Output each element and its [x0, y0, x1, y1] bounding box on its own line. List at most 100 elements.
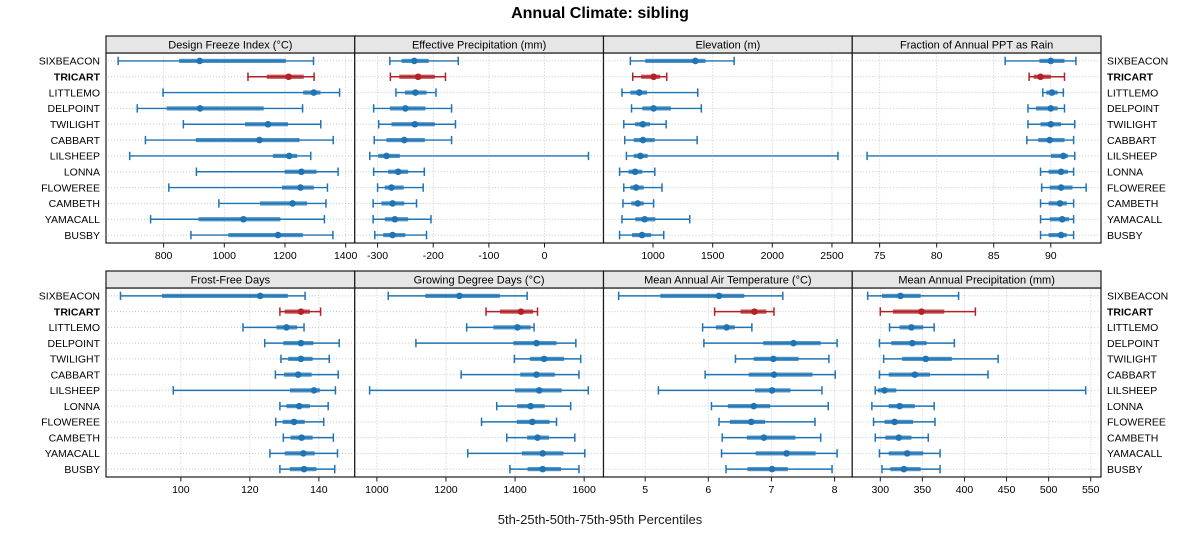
iqr-bar [1048, 232, 1067, 238]
iqr-bar [729, 419, 766, 424]
percentile-marks [368, 386, 590, 395]
median-dot [298, 168, 305, 176]
iqr-bar [195, 137, 300, 143]
percentile-marks [280, 354, 330, 364]
median-dot [383, 152, 390, 160]
percentile-marks [623, 183, 663, 192]
percentile-marks [618, 230, 665, 240]
panel-background [851, 52, 1102, 244]
panel-background [602, 287, 853, 478]
median-dot [517, 308, 525, 315]
percentile-marks [623, 120, 667, 129]
panel-4: 75 80 85 90 Fraction of Annual PPT as Rain [851, 35, 1102, 262]
median-dot [770, 371, 778, 378]
median-dot [918, 308, 925, 315]
panel-5: 100 120 140 Frost-Free Days [105, 270, 356, 496]
station-label-right: CAMBETH [1107, 432, 1158, 444]
percentile-marks [1039, 199, 1075, 208]
percentile-marks [395, 88, 437, 97]
panel-6: 1000 1200 1400 1600 Growing Degree Days (°C) [354, 270, 605, 496]
station-label-left: LILSHEEP [50, 151, 100, 163]
station-label-right: FLOWEREE [1107, 417, 1166, 429]
panel-strip-title: Frost-Free Days [191, 275, 271, 287]
median-dot [1046, 136, 1053, 144]
median-dot [908, 324, 915, 331]
tick-label: -200 [423, 250, 444, 262]
percentile-marks [279, 401, 329, 411]
tick-label: 8 [832, 484, 838, 496]
tick-label: 2500 [820, 250, 844, 262]
panel-strip-title: Mean Annual Air Temperature (°C) [644, 275, 811, 287]
panel-2: -300 -200 -100 0 Effective Precipitation (mm… [354, 35, 605, 262]
percentile-marks [878, 370, 989, 379]
panel-strip [851, 270, 1102, 289]
station-label-left: LITTLEMO [49, 87, 100, 99]
station-label-left: YAMACALL [45, 214, 100, 226]
iqr-bar [161, 293, 288, 298]
percentile-marks [144, 135, 334, 145]
percentile-marks [182, 120, 322, 129]
iqr-bar [272, 153, 298, 159]
percentile-marks [195, 167, 339, 176]
median-dot [533, 371, 540, 378]
median-dot [631, 168, 639, 176]
percentile-marks [374, 230, 428, 240]
iqr-bar [499, 309, 534, 314]
percentile-marks [117, 56, 315, 66]
station-label-right: LONNA [1107, 167, 1143, 179]
median-dot [637, 152, 644, 160]
station-label-right: CABBART [1107, 135, 1157, 147]
percentile-marks [172, 386, 337, 395]
percentile-marks [874, 433, 930, 442]
median-dot [1058, 215, 1066, 223]
tick-label: 350 [914, 484, 932, 496]
tick-label: 1200 [434, 484, 458, 496]
panel-strip [851, 35, 1102, 54]
panel-background [851, 287, 1102, 478]
station-label-right: DELPOINT [1107, 103, 1160, 115]
station-label-left: YAMACALL [45, 448, 100, 460]
station-label-left: LONNA [64, 401, 100, 413]
iqr-bar [228, 232, 303, 238]
percentile-marks [1042, 88, 1065, 97]
iqr-bar [284, 451, 315, 456]
percentile-marks [871, 401, 935, 411]
percentile-marks [263, 338, 340, 348]
iqr-bar [660, 293, 745, 298]
station-label-left: LONNA [64, 167, 100, 179]
median-dot [1057, 231, 1065, 239]
station-label-left: CABBART [51, 135, 101, 147]
median-dot [388, 184, 395, 191]
station-label-left: LILSHEEP [50, 385, 100, 397]
percentile-marks [618, 167, 656, 176]
tick-label: 0 [542, 250, 548, 262]
percentile-marks [621, 88, 699, 97]
iqr-bar [179, 58, 286, 64]
percentile-marks [1027, 120, 1076, 129]
percentile-marks [128, 151, 312, 161]
chart-title: Annual Climate: sibling [511, 5, 689, 22]
tick-label: 1000 [641, 250, 665, 262]
percentile-marks [879, 307, 977, 316]
station-label-right: BUSBY [1107, 230, 1143, 242]
median-dot [290, 418, 298, 426]
median-dot [283, 324, 290, 331]
panel-strip-title: Elevation (m) [695, 40, 760, 52]
iqr-bar [1050, 153, 1068, 159]
percentile-marks [387, 291, 528, 301]
median-dot [891, 418, 898, 426]
median-dot [1047, 57, 1055, 65]
tick-label: 500 [1040, 484, 1058, 496]
station-label-left: TRICART [54, 306, 101, 318]
tick-label: 400 [956, 484, 974, 496]
percentile-marks [657, 386, 823, 395]
panel-strip-title: Growing Degree Days (°C) [414, 275, 545, 287]
percentile-marks [274, 370, 339, 379]
percentile-marks [623, 135, 698, 145]
median-dot [289, 200, 296, 207]
percentile-marks [1039, 167, 1075, 176]
median-dot [1056, 200, 1064, 207]
median-dot [535, 387, 543, 394]
tick-label: 1200 [273, 250, 297, 262]
